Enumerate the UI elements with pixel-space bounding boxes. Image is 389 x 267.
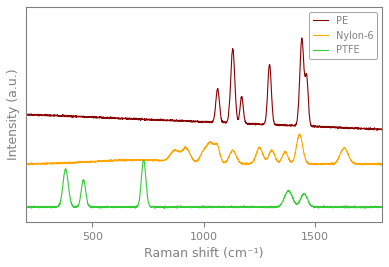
Line: PE: PE bbox=[26, 38, 382, 130]
PE bbox=[187, 120, 192, 123]
PE bbox=[41, 114, 46, 117]
PE bbox=[23, 113, 28, 116]
PE bbox=[375, 129, 379, 132]
PTFE bbox=[141, 159, 145, 162]
PTFE bbox=[187, 205, 192, 209]
Line: Nylon-6: Nylon-6 bbox=[26, 134, 382, 165]
Line: PTFE: PTFE bbox=[26, 160, 382, 208]
PE bbox=[370, 128, 374, 131]
Legend: PE, Nylon-6, PTFE: PE, Nylon-6, PTFE bbox=[309, 12, 377, 59]
PE bbox=[304, 72, 309, 75]
PE bbox=[196, 120, 201, 123]
Nylon-6 bbox=[42, 162, 46, 165]
Nylon-6 bbox=[187, 152, 192, 155]
Nylon-6 bbox=[28, 163, 32, 167]
PE bbox=[300, 36, 304, 40]
PTFE bbox=[197, 206, 202, 209]
PTFE bbox=[41, 205, 46, 208]
PE bbox=[380, 128, 384, 131]
X-axis label: Raman shift (cm⁻¹): Raman shift (cm⁻¹) bbox=[144, 247, 263, 260]
PTFE bbox=[162, 207, 167, 210]
Nylon-6 bbox=[370, 163, 374, 167]
Nylon-6 bbox=[197, 156, 202, 159]
PTFE bbox=[370, 206, 374, 209]
Y-axis label: Intensity (a.u.): Intensity (a.u.) bbox=[7, 69, 20, 160]
PTFE bbox=[370, 205, 374, 209]
PTFE bbox=[304, 196, 309, 199]
Nylon-6 bbox=[370, 163, 374, 166]
PTFE bbox=[23, 206, 28, 209]
Nylon-6 bbox=[23, 163, 28, 166]
Nylon-6 bbox=[304, 160, 309, 164]
PTFE bbox=[380, 206, 384, 209]
Nylon-6 bbox=[380, 162, 384, 166]
PE bbox=[370, 127, 374, 131]
Nylon-6 bbox=[297, 132, 301, 136]
